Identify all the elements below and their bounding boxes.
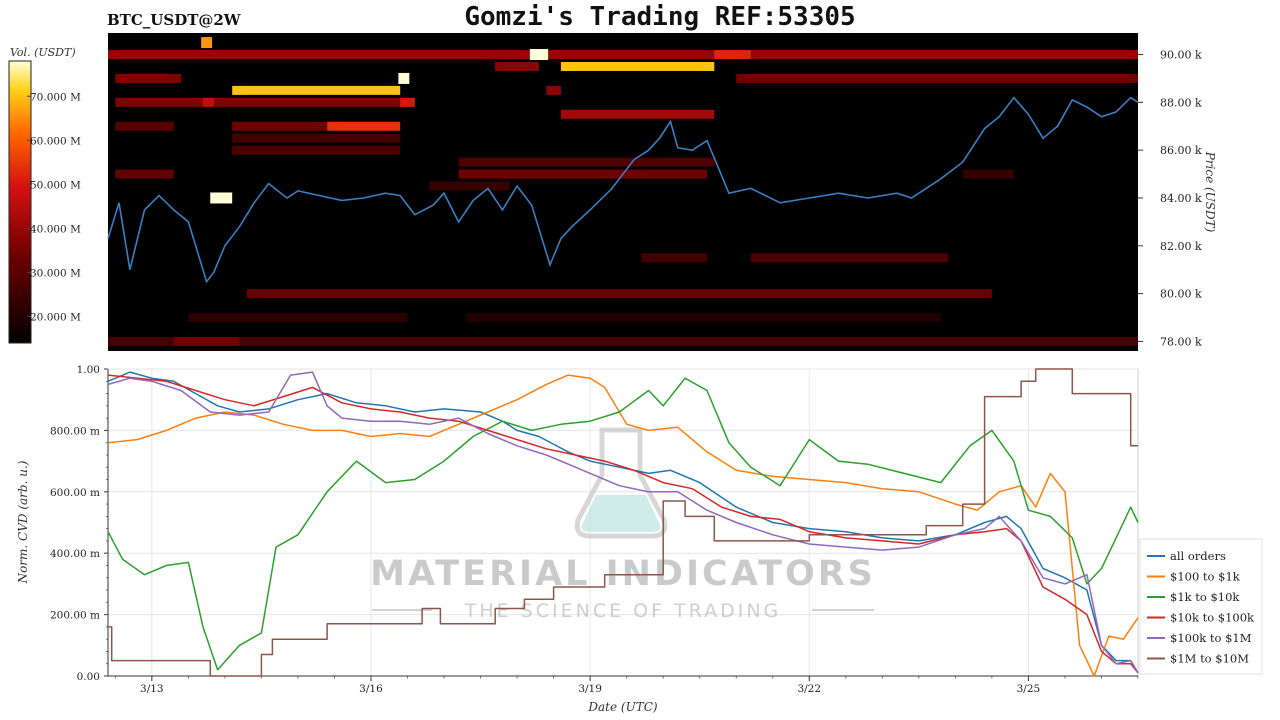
legend: all orders $100 to $1k $1k to $10k $10k to … (1139, 538, 1263, 675)
cvd-y-tick-label: 0.00 (77, 671, 100, 683)
chart-title: Gomzi's Trading REF:53305 (464, 2, 855, 32)
heatmap-spot (210, 192, 233, 204)
cvd-series-line (107, 374, 1139, 677)
cvd-x-ticks: 3/13 3/16 3/19 3/22 3/25 (108, 675, 1139, 695)
cvd-y-tick-label: 400.00 m (50, 548, 100, 560)
heatmap-band (495, 61, 539, 71)
heatmap-bands (108, 50, 1138, 346)
cvd-series-line (107, 377, 1139, 671)
heatmap-band (736, 73, 1138, 83)
cvd-y-tick-label: 800.00 m (50, 425, 100, 437)
heatmap-band (546, 85, 561, 95)
cvd-series-line (108, 368, 1138, 677)
heatmap-band (108, 336, 1138, 346)
watermark: MATERIAL INDICATORS THE SCIENCE OF TRADI… (370, 427, 874, 622)
cvd-y-tick-label: 200.00 m (50, 610, 100, 622)
heatmap-band (246, 289, 992, 299)
flask-liquid-icon (581, 495, 661, 532)
legend-label: $1k to $10k (1170, 590, 1240, 604)
heatmap-band (115, 121, 174, 131)
price-axis-label: Price (USDT) (1203, 151, 1217, 233)
price-tick-label: 90.00 k (1160, 49, 1202, 62)
cvd-x-tick-label: 3/13 (140, 683, 164, 695)
cvd-series-line (107, 371, 1139, 674)
legend-label: $100k to $1M (1170, 631, 1252, 645)
cvd-y-tick-label: 1.00 (77, 364, 100, 376)
colorbar-tick-label: 70.000 M (30, 91, 81, 103)
cvd-series-line (107, 374, 1139, 674)
heatmap-spot (529, 49, 549, 61)
heatmap-spot (201, 37, 213, 49)
cvd-x-tick-label: 3/19 (578, 683, 602, 695)
heatmap-band (108, 50, 1138, 60)
heatmap-band (458, 157, 715, 167)
price-tick-label: 86.00 k (1160, 144, 1202, 157)
legend-label: $1M to $10M (1170, 652, 1249, 666)
heatmap-band (560, 109, 715, 119)
heatmap-band (232, 85, 401, 95)
heatmap-band (400, 97, 415, 107)
heatmap-band (429, 181, 510, 191)
heatmap-band (714, 50, 751, 60)
colorbar-gradient (8, 60, 32, 344)
colorbar-ticks: 20.000 M 30.000 M 40.000 M 50.000 M 60.000 M… (27, 91, 81, 324)
heatmap-band (115, 169, 174, 179)
heatmap-band (465, 313, 941, 323)
heatmap-band (232, 145, 401, 155)
cvd-x-label: Date (UTC) (587, 700, 657, 714)
cvd-x-tick-label: 3/25 (1017, 683, 1041, 695)
watermark-sub: THE SCIENCE OF TRADING (464, 600, 782, 622)
colorbar-tick-label: 30.000 M (30, 268, 81, 280)
heatmap-band (458, 169, 708, 179)
heatmap-spot (398, 72, 410, 84)
heatmap-band (188, 313, 408, 323)
heatmap-band (232, 133, 401, 143)
legend-label: $100 to $1k (1170, 570, 1241, 584)
legend-items: all orders $100 to $1k $1k to $10k $10k to … (1147, 549, 1255, 666)
symbol-label: BTC_USDT@2W (107, 11, 242, 29)
cvd-series-lines (107, 368, 1139, 677)
heatmap-band (641, 253, 708, 263)
colorbar-tick-label: 40.000 M (30, 223, 81, 235)
colorbar-tick-label: 60.000 M (30, 135, 81, 147)
price-tick-label: 88.00 k (1160, 96, 1202, 109)
legend-label: $10k to $100k (1170, 611, 1255, 625)
price-axis-ticks: 78.00 k 80.00 k 82.00 k 84.00 k 86.00 k 88.00… (1138, 49, 1202, 348)
price-tick-label: 78.00 k (1160, 335, 1202, 348)
heatmap-band (202, 97, 214, 107)
cvd-series-line (107, 371, 1139, 674)
flask-icon (574, 427, 668, 539)
price-tick-label: 84.00 k (1160, 192, 1202, 205)
cvd-y-tick-label: 600.00 m (50, 487, 100, 499)
heatmap-band (327, 121, 401, 131)
heatmap-band (115, 97, 415, 107)
heatmap-band (750, 253, 949, 263)
colorbar: Vol. (USDT) 20.000 M 30.000 M 40.000 M 50.0… (8, 46, 81, 344)
colorbar-tick-label: 50.000 M (30, 179, 81, 191)
cvd-x-tick-label: 3/16 (359, 683, 383, 695)
cvd-x-tick-label: 3/22 (797, 683, 821, 695)
heatmap-band (115, 73, 182, 83)
legend-box (1139, 538, 1263, 675)
heatmap-band (560, 61, 715, 71)
price-tick-label: 80.00 k (1160, 288, 1202, 301)
cvd-y-ticks: 0.00 200.00 m 400.00 m 600.00 m 800.00 m 1.00 (50, 364, 109, 683)
heatmap-band (962, 169, 1014, 179)
heatmap-band (173, 336, 240, 346)
heatmap-band (232, 121, 328, 131)
legend-label: all orders (1170, 549, 1226, 563)
price-tick-label: 82.00 k (1160, 240, 1202, 253)
heatmap-panel: 78.00 k 80.00 k 82.00 k 84.00 k 86.00 k 88.00… (107, 33, 1217, 351)
cvd-panel: 0.00 200.00 m 400.00 m 600.00 m 800.00 m 1.00… (16, 364, 1263, 714)
colorbar-tick-label: 20.000 M (30, 312, 81, 324)
heatmap-spots (201, 37, 549, 204)
colorbar-label: Vol. (USDT) (10, 46, 76, 59)
price-line (107, 96, 1139, 284)
cvd-y-label: Norm. CVD (arb. u.) (16, 460, 30, 584)
